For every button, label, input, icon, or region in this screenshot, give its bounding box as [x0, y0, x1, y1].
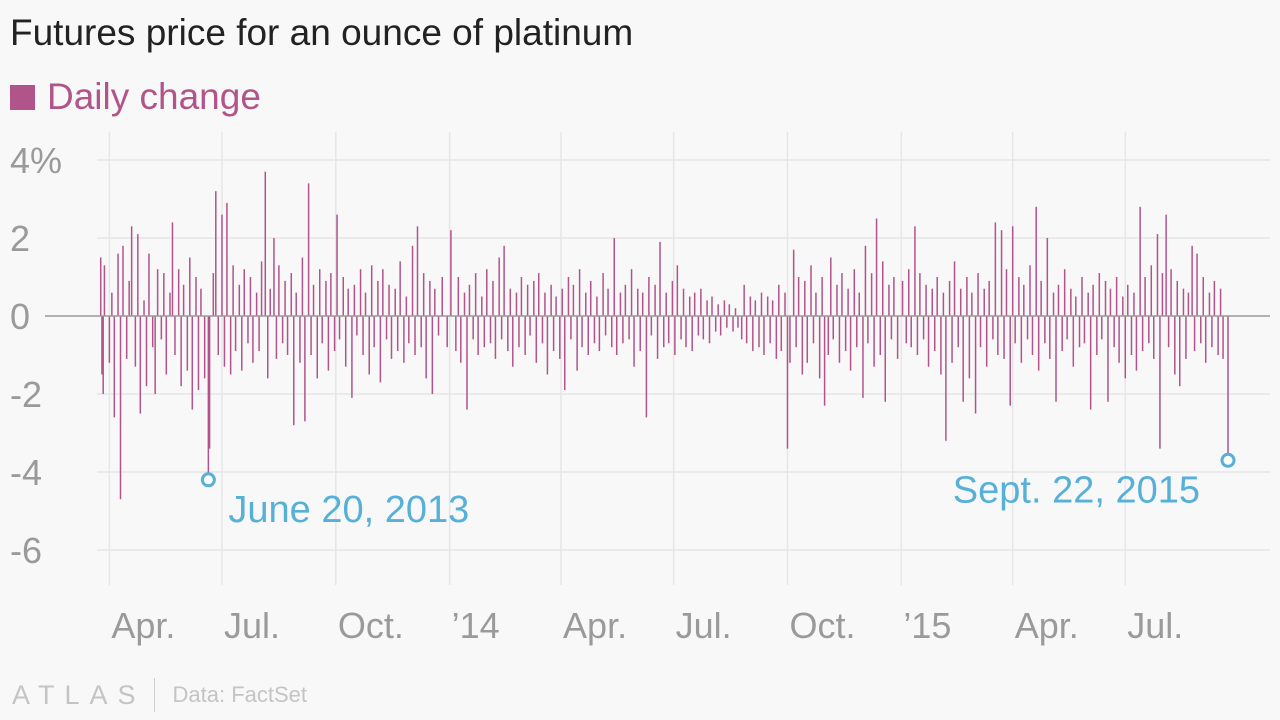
legend-swatch	[10, 84, 35, 110]
x-tick-label: Apr.	[563, 605, 627, 646]
bar-series	[99, 171, 1229, 500]
legend-label: Daily change	[47, 76, 261, 117]
y-tick-label: 4%	[10, 140, 62, 181]
y-tick-label: 2	[10, 218, 30, 259]
y-tick-label: -2	[10, 374, 42, 415]
annotations: June 20, 2013 Sept. 22, 2015	[200, 452, 1236, 531]
chart-title: Futures price for an ounce of platinum	[10, 12, 634, 53]
y-axis-labels: 4% 2 0 -2 -4 -6	[10, 140, 62, 571]
x-tick-label: Oct.	[338, 605, 404, 646]
x-tick-label: Apr.	[1015, 605, 1079, 646]
x-tick-label: Jul.	[224, 605, 280, 646]
x-tick-label: Oct.	[789, 605, 855, 646]
horizontal-gridlines	[97, 159, 1270, 551]
x-tick-label: Apr.	[111, 605, 175, 646]
x-axis-labels: Apr. Jul. Oct. ’14 Apr. Jul. Oct. ’15 Apr. Jul.	[111, 605, 1183, 646]
atlas-logo: ATLAS	[12, 679, 146, 710]
annotation-marker	[200, 472, 216, 488]
footer-divider	[153, 678, 155, 712]
annotation-label: June 20, 2013	[228, 489, 469, 531]
x-tick-label: ’14	[452, 605, 500, 646]
y-tick-label: -6	[10, 530, 42, 571]
y-tick-label: -4	[10, 452, 42, 493]
annotation-marker	[1220, 452, 1236, 468]
legend: Daily change	[10, 76, 261, 118]
annotation-label: Sept. 22, 2015	[953, 469, 1200, 511]
footer: ATLAS Data: FactSet	[12, 678, 307, 712]
x-tick-label: Jul.	[1127, 605, 1183, 646]
y-tick-label: 0	[10, 296, 30, 337]
vertical-gridlines	[108, 132, 1127, 585]
x-tick-label: ’15	[903, 605, 951, 646]
source-note: Data: FactSet	[172, 682, 308, 707]
x-tick-label: Jul.	[676, 605, 732, 646]
